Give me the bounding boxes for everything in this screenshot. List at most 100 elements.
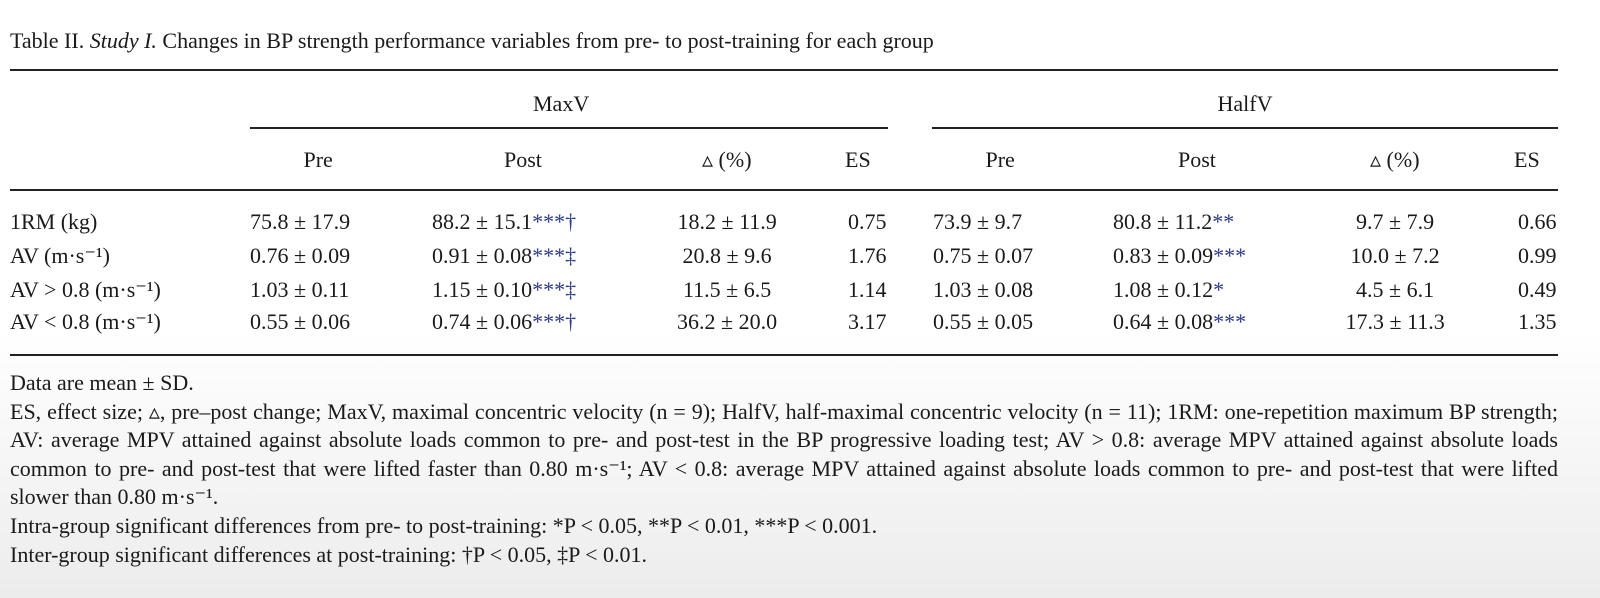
cell-value: 0.75 [848,209,887,234]
significance: ***‡ [532,243,577,268]
cell: 1.76 [848,243,887,269]
cell-value: 0.55 ± 0.06 [250,309,351,334]
cell: 1.14 [848,277,887,303]
footnote: Inter-group significant differences at p… [10,541,647,567]
header-rule [10,189,1558,191]
cell-value: 0.75 ± 0.07 [933,243,1034,268]
cell: 0.75 [848,209,887,235]
group-header: HalfV [1217,91,1273,116]
cell-value: 3.17 [848,309,887,334]
cell: 20.8 ± 9.6 [683,243,772,269]
cell-value: 0.64 ± 0.08 [1113,309,1214,334]
cell: 36.2 ± 20.0 [677,309,777,335]
cell: 0.83 ± 0.09*** [1113,243,1246,269]
column-header: Pre [985,147,1015,172]
column-header: ▵ (%) [702,147,752,172]
group-header: MaxV [533,91,590,116]
cell: 1.03 ± 0.08 [933,277,1033,303]
cell-value: 1.76 [848,243,887,268]
cell-value: 80.8 ± 11.2 [1113,209,1213,234]
cell-value: 1.03 ± 0.11 [250,277,350,302]
cell: 1.15 ± 0.10***‡ [432,277,576,303]
cell-value: 1.35 [1518,309,1557,334]
cell: 0.49 [1518,277,1557,303]
significance: ***‡ [532,277,577,302]
cell: 75.8 ± 17.9 [250,209,350,235]
cell-value: 0.99 [1518,243,1557,268]
footnote: ES, effect size; ▵, pre–post change; Max… [10,398,1558,510]
column-header: Post [1178,147,1216,172]
caption: Table II. Study I. Changes in BP strengt… [10,28,934,54]
cell-value: 11.5 ± 6.5 [683,277,772,302]
cell-value: 0.76 ± 0.09 [250,243,351,268]
caption-label: Table II. [10,28,85,53]
cell-value: 9.7 ± 7.9 [1356,209,1435,234]
cell: 0.91 ± 0.08***‡ [432,243,576,269]
cell-value: 73.9 ± 9.7 [933,209,1023,234]
cell-value: 0.91 ± 0.08 [432,243,533,268]
cell-value: 0.83 ± 0.09 [1113,243,1214,268]
column-header: ES [845,147,871,172]
significance: *** [1213,243,1247,268]
cell-value: 1.15 ± 0.10 [432,277,533,302]
cell: 88.2 ± 15.1***† [432,209,576,235]
row-label: AV < 0.8 (m·s⁻¹) [10,309,161,334]
cell-value: 0.66 [1518,209,1557,234]
cell-value: 0.55 ± 0.05 [933,309,1034,334]
cell-value: 88.2 ± 15.1 [432,209,533,234]
cell-value: 20.8 ± 9.6 [682,243,772,268]
cell-value: 36.2 ± 20.0 [677,309,778,334]
significance: ***† [532,309,577,334]
cell: 73.9 ± 9.7 [933,209,1022,235]
cell-value: 0.74 ± 0.06 [432,309,533,334]
cell: 80.8 ± 11.2** [1113,209,1234,235]
significance: ***† [532,209,577,234]
cell: 17.3 ± 11.3 [1346,309,1445,335]
significance: *** [1213,309,1247,334]
cell: 0.55 ± 0.06 [250,309,350,335]
caption-text: Changes in BP strength performance varia… [162,28,934,53]
cell: 1.35 [1518,309,1557,335]
cell: 0.76 ± 0.09 [250,243,350,269]
column-header: ES [1514,147,1540,172]
cell: 9.7 ± 7.9 [1356,209,1434,235]
cell-value: 18.2 ± 11.9 [677,209,777,234]
cell-value: 4.5 ± 6.1 [1356,277,1435,302]
group-rule [932,127,1558,129]
footnote: Data are mean ± SD. [10,370,194,395]
cell: 0.75 ± 0.07 [933,243,1033,269]
cell: 0.64 ± 0.08*** [1113,309,1246,335]
cell: 10.0 ± 7.2 [1351,243,1440,269]
caption-study: Study I. [89,28,157,53]
cell: 18.2 ± 11.9 [678,209,777,235]
cell-value: 1.03 ± 0.08 [933,277,1034,302]
cell: 11.5 ± 6.5 [683,277,771,303]
cell: 4.5 ± 6.1 [1356,277,1434,303]
cell-value: 1.14 [848,277,887,302]
cell: 1.03 ± 0.11 [250,277,349,303]
cell-value: 1.08 ± 0.12 [1113,277,1214,302]
cell: 1.08 ± 0.12* [1113,277,1224,303]
significance: ** [1212,209,1235,234]
cell-value: 10.0 ± 7.2 [1350,243,1440,268]
cell: 0.55 ± 0.05 [933,309,1033,335]
column-header: Pre [303,147,333,172]
column-header: Post [504,147,542,172]
group-rule [250,127,888,129]
cell-value: 17.3 ± 11.3 [1345,309,1445,334]
cell: 0.99 [1518,243,1557,269]
footnote: Intra-group significant differences from… [10,512,878,538]
footnotes: Data are mean ± SD. ES, effect size; ▵, p… [10,369,1558,569]
significance: * [1213,277,1225,302]
cell: 0.74 ± 0.06***† [432,309,576,335]
cell: 0.66 [1518,209,1557,235]
column-header: ▵ (%) [1370,147,1420,172]
row-label: 1RM (kg) [10,209,98,234]
cell: 3.17 [848,309,887,335]
row-label: AV > 0.8 (m·s⁻¹) [10,277,161,302]
row-label: AV (m·s⁻¹) [10,243,110,268]
top-rule [10,69,1558,71]
cell-value: 75.8 ± 17.9 [250,209,351,234]
bottom-rule [10,354,1558,356]
